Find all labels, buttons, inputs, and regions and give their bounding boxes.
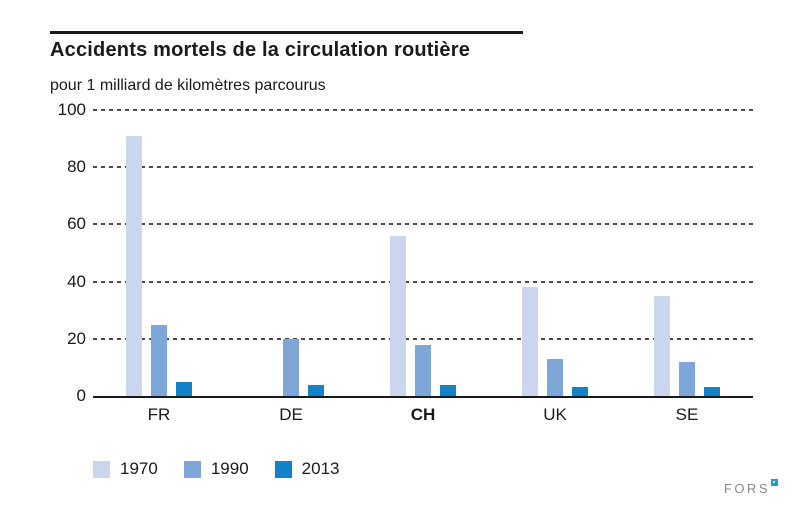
legend-item-1970: 1970	[93, 459, 158, 479]
bar-DE-2013	[308, 384, 324, 396]
y-tick-0: 0	[76, 386, 86, 405]
bar-UK-1970	[522, 287, 538, 396]
x-label-UK: UK	[543, 405, 567, 424]
bar-CH-1970	[390, 235, 406, 396]
fors-logo-square-icon	[771, 479, 778, 486]
y-tick-40: 40	[67, 271, 86, 291]
bar-SE-1990	[679, 361, 695, 396]
legend-swatch-1990	[183, 460, 201, 478]
y-tick-60: 60	[67, 214, 86, 234]
bar-FR-2013	[176, 381, 192, 396]
fors-logo-text: FORS	[723, 481, 770, 496]
bar-SE-1970	[654, 295, 670, 396]
x-label-DE: DE	[279, 405, 303, 424]
bar-UK-1990	[547, 358, 563, 396]
x-label-SE: SE	[675, 405, 699, 424]
gridline-60	[93, 223, 753, 226]
bar-DE-1990	[283, 338, 299, 396]
bar-CH-1990	[415, 344, 431, 396]
x-label-FR: FR	[147, 405, 171, 424]
bar-FR-1990	[151, 324, 167, 396]
x-label-CH: CH	[410, 405, 436, 424]
bar-SE-2013	[704, 387, 720, 396]
x-axis-line	[93, 396, 753, 398]
chart-title: Accidents mortels de la circulation rout…	[50, 39, 471, 61]
gridline-40	[93, 280, 753, 283]
gridline-20	[93, 337, 753, 340]
y-tick-80: 80	[67, 157, 86, 177]
legend: 1970 1990 2013	[93, 459, 339, 479]
y-tick-100: 100	[57, 100, 86, 119]
bar-UK-2013	[572, 387, 588, 396]
y-tick-20: 20	[67, 328, 86, 348]
chart-subtitle: pour 1 milliard de kilomètres parcourus	[50, 77, 326, 94]
plot-area	[93, 109, 753, 396]
gridline-80	[93, 166, 753, 169]
legend-item-1990: 1990	[183, 459, 249, 479]
bar-FR-1970	[126, 135, 142, 396]
legend-label-1990: 1990	[210, 459, 249, 478]
gridline-100	[93, 109, 753, 111]
fors-logo: FORS	[723, 479, 778, 496]
legend-label-1970: 1970	[120, 459, 158, 478]
legend-item-2013: 2013	[274, 459, 340, 479]
legend-swatch-2013	[274, 460, 292, 478]
title-rule	[50, 31, 523, 34]
legend-swatch-1970	[93, 460, 110, 478]
legend-label-2013: 2013	[301, 459, 340, 478]
bar-CH-2013	[440, 384, 456, 396]
